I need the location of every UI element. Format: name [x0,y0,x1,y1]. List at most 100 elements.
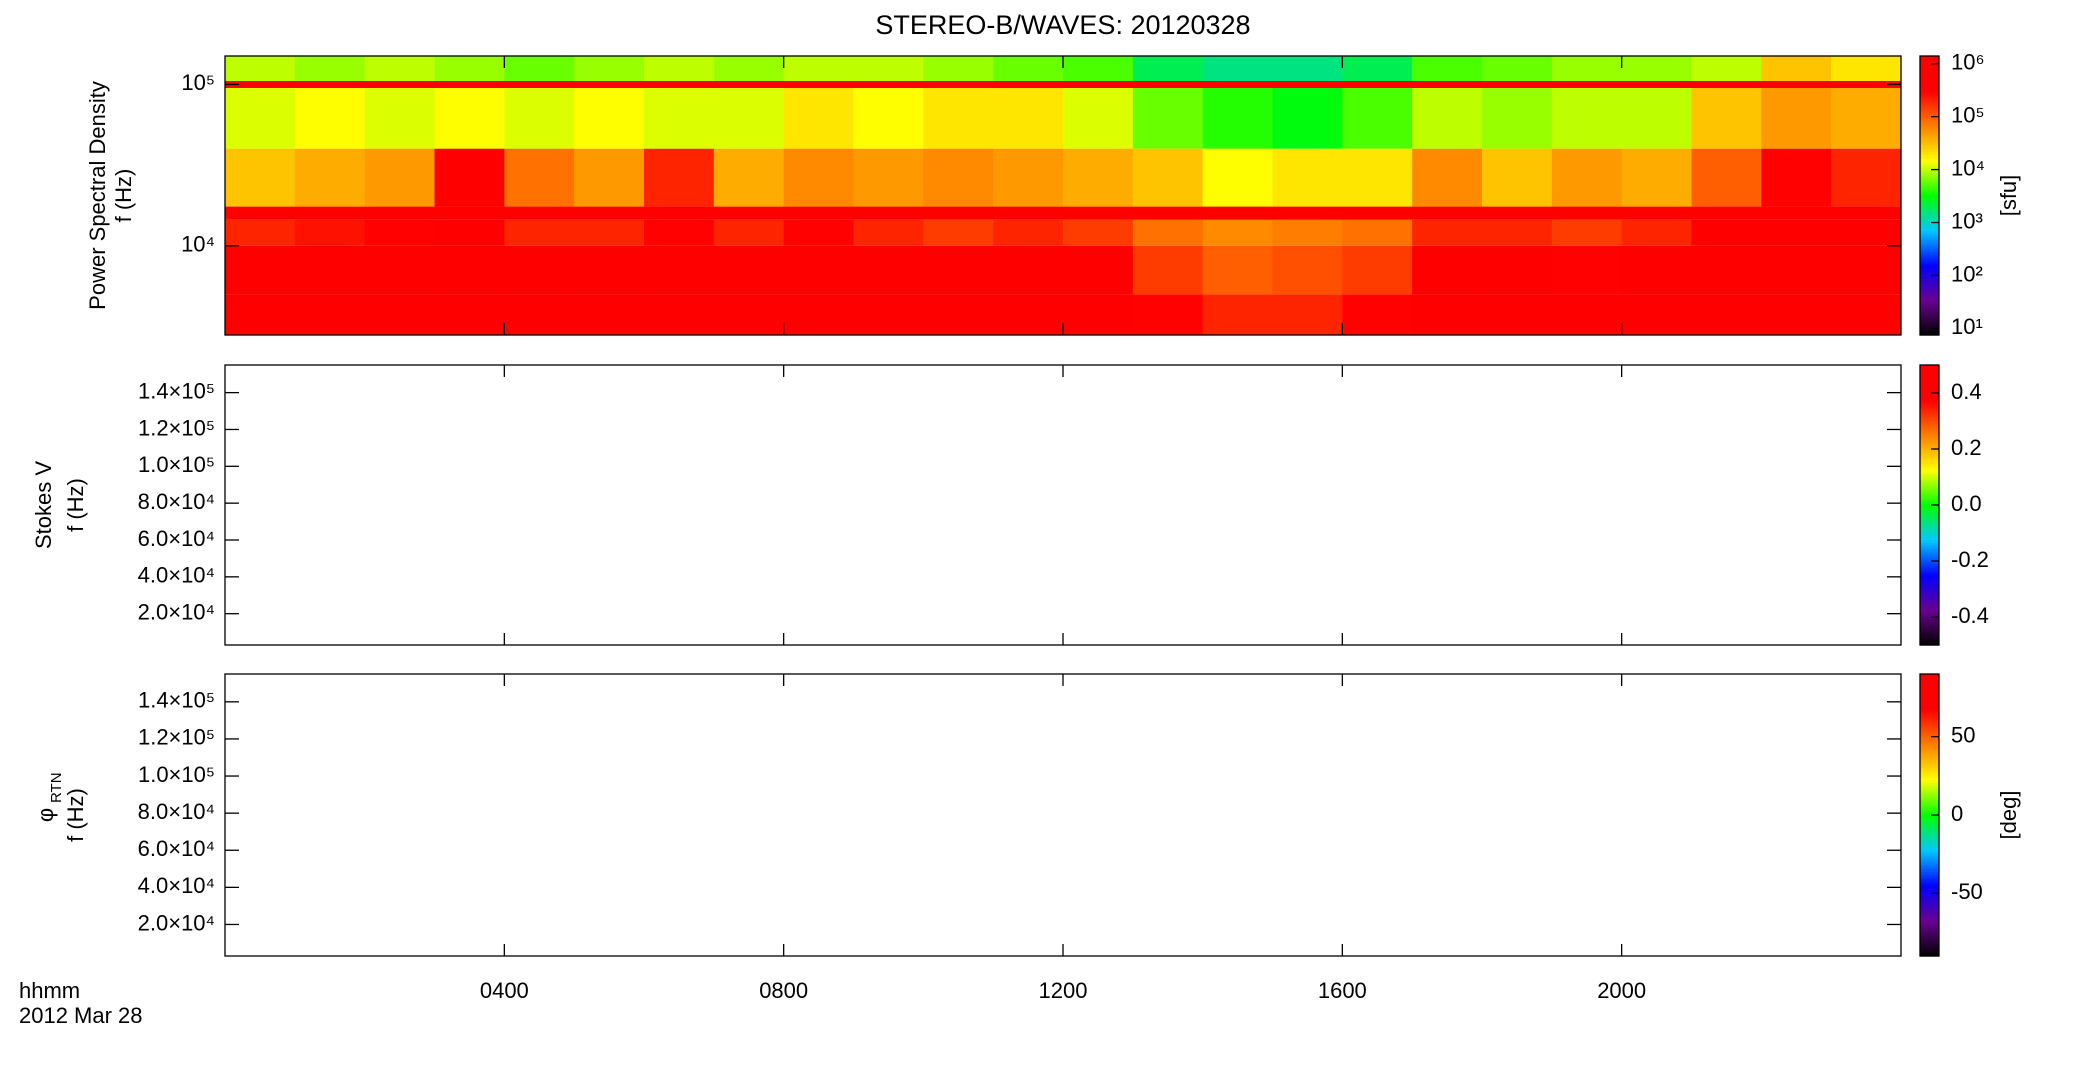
y-tick-label: 8.0×10⁴ [138,799,215,824]
heatmap-cell [1551,206,1623,220]
colorbar-frame [1919,55,1940,336]
colorbar-swatch [1920,142,1939,145]
heatmap-cell [1272,148,1343,207]
colorbar-swatch [1920,470,1939,473]
colorbar-swatch [1920,179,1939,183]
heatmap-cell [1831,80,1902,89]
colorbar-swatch [1920,847,1939,851]
heatmap-cell [1831,148,1902,207]
heatmap-cell [1272,206,1343,220]
heatmap-cell [713,148,785,207]
colorbar-swatch [1920,676,1939,680]
colorbar-swatch [1920,540,1939,543]
colorbar-swatch [1920,481,1939,485]
colorbar-tick-label: 10⁴ [1951,155,1985,180]
colorbar-swatch [1920,365,1939,368]
colorbar-swatch [1920,824,1939,828]
colorbar-swatch [1920,951,1939,955]
colorbar-swatch [1920,876,1939,880]
heatmap-cell [923,294,994,335]
heatmap-cell [364,88,435,149]
y-axis-label: φ [33,808,58,822]
colorbar-label: [sfu] [1996,175,2021,217]
heatmap-cell [1831,88,1902,149]
colorbar-swatch [1920,216,1939,220]
colorbar-swatch [1920,554,1939,557]
heatmap-cell [1621,80,1692,89]
colorbar-swatch [1920,927,1939,931]
heatmap-cell [713,80,785,89]
colorbar-swatch [1920,232,1939,236]
colorbar-swatch [1920,60,1939,64]
heatmap-cell [1063,80,1134,89]
colorbar-swatch [1920,262,1939,266]
colorbar-swatch [1920,444,1939,448]
heatmap-cell [1831,294,1902,335]
colorbar-swatch [1920,565,1939,569]
colorbar-swatch [1920,302,1939,306]
colorbar-swatch [1920,155,1939,159]
colorbar-tick-label: 0 [1951,801,1963,826]
colorbar-swatch [1920,407,1939,410]
colorbar-swatch [1920,930,1939,934]
heatmap-cell [1272,294,1343,335]
heatmap-cell [364,219,435,246]
heatmap-cell [1761,56,1832,81]
colorbar-swatch [1920,878,1939,882]
colorbar-swatch [1920,744,1939,748]
colorbar-swatch [1920,369,1939,373]
colorbar-swatch [1920,533,1939,536]
y-tick-label: 1.0×10⁵ [138,452,215,477]
colorbar-swatch [1920,311,1939,315]
heatmap-cell [1063,56,1134,81]
colorbar-swatch [1920,486,1939,490]
colorbar-swatch [1920,758,1939,762]
colorbar-swatch [1920,160,1939,164]
heatmap-cell [923,206,994,220]
colorbar-swatch [1920,153,1939,157]
colorbar-swatch [1920,793,1939,797]
colorbar-tick-label: 10¹ [1951,314,1983,339]
heatmap-cell [1342,245,1413,295]
heatmap-cell [1691,206,1762,220]
heatmap-cell [294,206,366,220]
colorbar-tick-label: -50 [1951,879,1983,904]
colorbar-swatch [1920,123,1939,127]
colorbar-swatch [1920,386,1939,389]
colorbar-swatch [1920,111,1939,115]
heatmap-cell [1551,245,1623,295]
colorbar-swatch [1920,857,1939,861]
heatmap-cell [364,206,435,220]
heatmap-cell [1691,219,1762,246]
heatmap-cell [923,148,994,207]
heatmap-cell [783,206,854,220]
heatmap-cell [1272,245,1343,295]
heatmap-cell [923,80,994,89]
colorbar-swatch [1920,242,1939,245]
colorbar-swatch [1920,558,1939,562]
colorbar-swatch [1920,904,1939,908]
colorbar-swatch [1920,151,1939,155]
colorbar-tick-label: 10² [1951,261,1983,286]
colorbar-swatch [1920,852,1939,856]
heatmap-cell [1621,56,1692,81]
colorbar-swatch [1920,472,1939,476]
y-axis-label: f (Hz) [63,788,88,842]
colorbar-swatch [1920,730,1939,734]
colorbar-swatch [1920,873,1939,877]
heatmap-cell [1761,294,1832,335]
colorbar-swatch [1920,586,1939,590]
heatmap-cell [1831,206,1902,220]
colorbar-swatch [1920,807,1939,811]
heatmap-cell [1621,148,1692,207]
colorbar-swatch [1920,149,1939,152]
heatmap-cell [644,88,715,149]
heatmap-cell [1132,80,1204,89]
colorbar-label: [deg] [1996,791,2021,840]
heatmap-cell [225,80,296,89]
colorbar-swatch [1920,439,1939,443]
colorbar-swatch [1920,237,1939,241]
heatmap-cell [1342,219,1413,246]
colorbar-swatch [1920,718,1939,722]
colorbar-swatch [1920,453,1939,457]
